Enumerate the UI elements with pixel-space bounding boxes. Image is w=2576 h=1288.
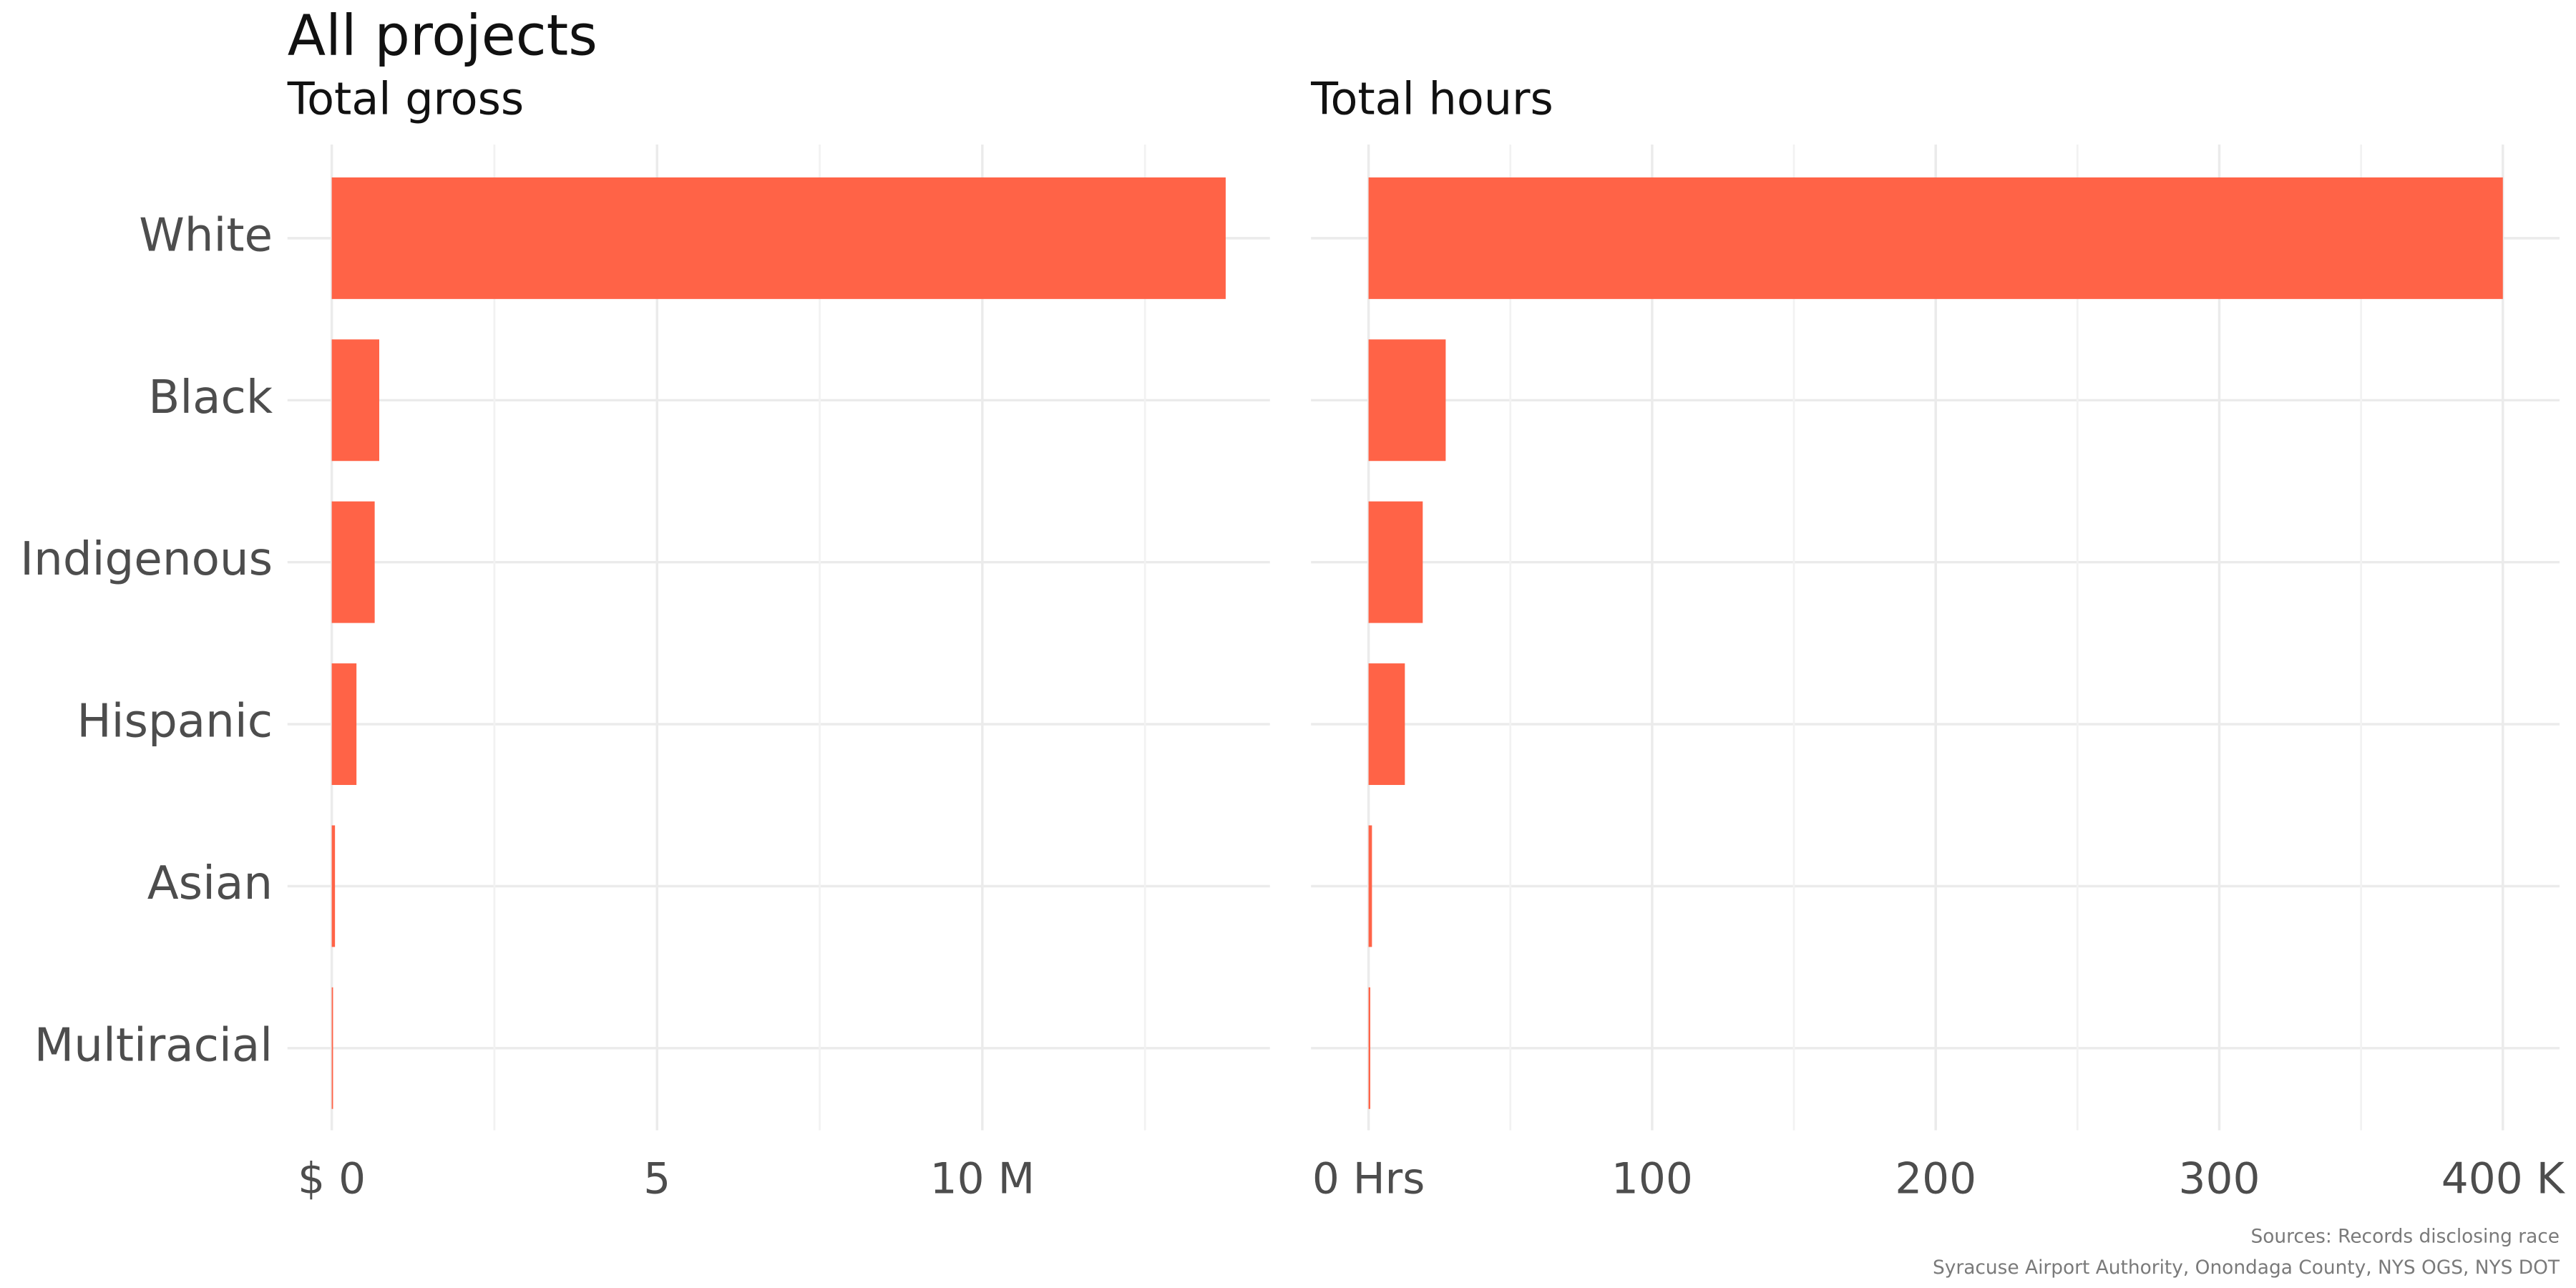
x-tick-label: $ 0 — [298, 1154, 366, 1204]
y-tick-label: Indigenous — [20, 532, 273, 586]
x-tick-label: 200 — [1895, 1154, 1976, 1204]
bar — [331, 177, 1226, 299]
bar — [331, 501, 375, 623]
y-tick-label: Asian — [147, 857, 273, 910]
bar — [1368, 987, 1370, 1109]
y-tick-label: Hispanic — [77, 695, 273, 748]
y-tick-label: Multiracial — [34, 1018, 273, 1072]
bar — [1368, 177, 2503, 299]
bar — [1368, 501, 1423, 623]
subtitle: Total hours — [1310, 72, 1553, 125]
x-tick-label: 5 — [643, 1154, 670, 1204]
x-tick-label: 400 K — [2441, 1154, 2566, 1204]
y-tick-label: White — [139, 208, 273, 262]
bar — [331, 339, 379, 462]
caption: Sources: Records disclosing race — [2251, 1225, 2560, 1247]
bar — [331, 663, 357, 785]
chart-title: All projects — [288, 4, 597, 69]
bar — [1368, 825, 1372, 947]
bar — [1368, 663, 1405, 785]
x-tick-label: 300 — [2179, 1154, 2260, 1204]
y-tick-label: Black — [148, 371, 273, 424]
bar — [331, 825, 336, 947]
subtitle: Total gross — [287, 72, 524, 125]
x-tick-label: 10 M — [930, 1154, 1035, 1204]
x-tick-label: 100 — [1611, 1154, 1693, 1204]
bar — [331, 987, 333, 1109]
x-tick-label: 0 Hrs — [1312, 1154, 1425, 1204]
caption: Syracuse Airport Authority, Onondaga Cou… — [1933, 1257, 2560, 1279]
bar — [1368, 339, 1446, 462]
